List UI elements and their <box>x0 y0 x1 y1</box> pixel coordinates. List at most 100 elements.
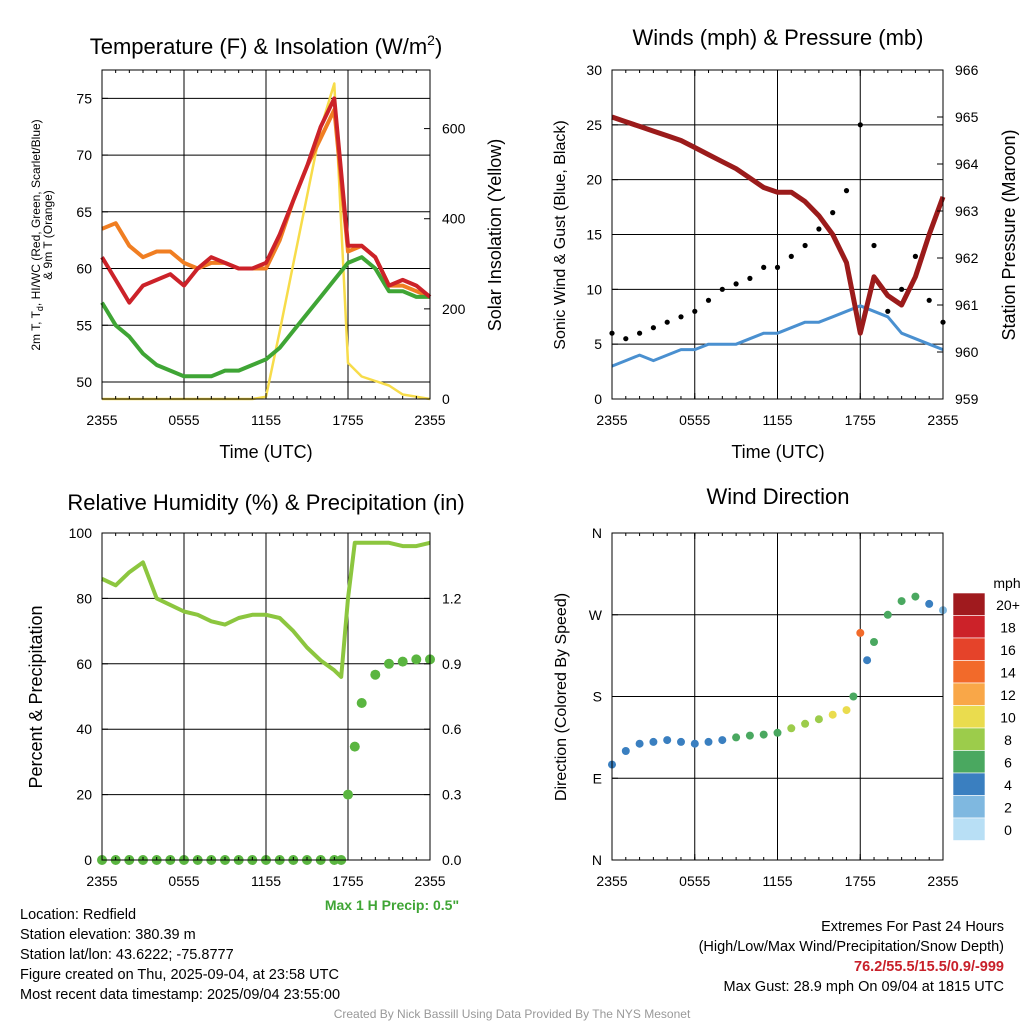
gust-point <box>788 253 794 259</box>
y2-tick-label: 0.6 <box>442 721 462 737</box>
winds-grid <box>612 69 943 400</box>
y2-tick-label: 0.3 <box>442 787 462 803</box>
direction-point <box>718 736 727 745</box>
colorbar-label: 0 <box>1004 822 1012 838</box>
colorbar-swatch <box>952 795 986 819</box>
direction-point <box>842 706 851 715</box>
y2-tick-label: 963 <box>955 203 979 219</box>
winds-panel: Winds (mph) & Pressure (mb) 2355 0555 1155… <box>552 25 1019 462</box>
direction-title: Wind Direction <box>706 484 849 509</box>
figure-created: Figure created on Thu, 2025-09-04, at 23… <box>20 967 339 983</box>
x-tick-label: 1755 <box>332 412 363 428</box>
colorbar-title: mph <box>993 575 1020 591</box>
gust-point <box>747 275 753 281</box>
y2-tick-label: 966 <box>955 62 979 78</box>
colorbar-swatch <box>952 660 986 684</box>
colorbar-swatch <box>952 637 986 661</box>
y-tick-label: 55 <box>76 317 92 333</box>
x-tick-label: 1155 <box>762 873 792 889</box>
y-tick-label: S <box>593 689 602 705</box>
winds-y-axis-label: Sonic Wind & Gust (Blue, Black) <box>552 120 569 349</box>
y-tick-label: 40 <box>76 721 92 737</box>
colorbar-swatch <box>952 817 986 841</box>
gust-point <box>637 330 643 336</box>
colorbar-swatch <box>952 750 986 774</box>
gust-point <box>650 325 657 331</box>
y-tick-label: N <box>592 852 602 868</box>
direction-point <box>745 731 754 740</box>
x-tick-label: 1155 <box>251 412 281 428</box>
direction-point <box>787 724 796 733</box>
gust-point <box>857 122 863 128</box>
gust-point <box>623 336 629 342</box>
humidity-axes: 2355 0555 1155 1755 2355 0 20 40 60 80 100 0.0 0.3 0.… <box>69 525 462 889</box>
gust-point <box>774 264 781 270</box>
colorbar-label: 12 <box>1000 687 1016 703</box>
precip-point <box>370 669 381 680</box>
series-line-station-pressure <box>611 114 946 336</box>
y-tick-label: 0 <box>594 391 602 407</box>
station-info: Location: Redfield Station elevation: 38… <box>20 905 340 1005</box>
station-location: Location: Redfield <box>20 907 137 923</box>
winds-axes: 2355 0555 1155 1755 2355 0 5 10 15 20 25 30 959 960 96… <box>586 62 978 428</box>
colorbar-label: 18 <box>1000 620 1016 636</box>
x-tick-label: 2355 <box>596 412 627 428</box>
colorbar-label: 8 <box>1004 732 1012 748</box>
direction-point <box>849 692 858 701</box>
direction-point <box>870 638 878 646</box>
gust-point <box>899 286 905 292</box>
direction-point <box>897 597 906 606</box>
gust-point <box>719 286 725 292</box>
gust-point <box>843 188 850 194</box>
x-tick-label: 0555 <box>168 873 199 889</box>
x-tick-label: 1755 <box>845 412 876 428</box>
temperature-x-axis-label: Time (UTC) <box>219 442 312 462</box>
gust-point <box>761 264 767 270</box>
precip-point <box>397 656 408 667</box>
x-tick-label: 2355 <box>86 412 117 428</box>
temperature-y2-axis-label: Solar Insolation (Yellow) <box>485 139 505 331</box>
x-tick-label: 2355 <box>927 412 958 428</box>
direction-point <box>690 739 699 748</box>
gust-point <box>802 242 808 249</box>
colorbar-swatch <box>952 615 986 639</box>
colorbar-swatch <box>952 705 986 729</box>
extremes-legend: (High/Low/Max Wind/Precipitation/Snow De… <box>698 939 1004 955</box>
max-gust: Max Gust: 28.9 mph On 09/04 at 1815 UTC <box>723 979 1004 995</box>
max-precip-label: Max 1 H Precip: 0.5" <box>325 897 459 913</box>
direction-axes: 2355 0555 1155 1755 2355 N E S W N <box>589 525 959 889</box>
y-tick-label: 20 <box>586 172 602 188</box>
direction-point <box>883 610 892 619</box>
y2-tick-label: 600 <box>442 121 466 137</box>
y2-tick-label: 0.0 <box>442 852 462 868</box>
gust-point <box>678 314 684 320</box>
y-tick-label: E <box>593 770 602 786</box>
y-tick-label: 30 <box>586 62 602 78</box>
y2-tick-label: 0 <box>442 391 450 407</box>
x-tick-label: 2355 <box>86 873 117 889</box>
y2-tick-label: 964 <box>955 156 979 172</box>
y2-tick-label: 961 <box>955 297 979 313</box>
y-tick-label: 70 <box>76 147 92 163</box>
y2-tick-label: 0.9 <box>442 656 462 672</box>
station-elevation: Station elevation: 380.39 m <box>20 927 196 943</box>
y2-tick-label: 400 <box>442 211 466 227</box>
y-tick-label: 15 <box>586 227 602 243</box>
y-tick-label: 80 <box>76 590 92 606</box>
series-line-relative-humidity <box>101 540 431 679</box>
direction-point <box>677 737 685 746</box>
direction-point <box>856 628 865 637</box>
direction-point <box>635 739 644 748</box>
x-tick-label: 2355 <box>414 412 445 428</box>
x-tick-label: 1755 <box>845 873 876 889</box>
direction-panel: Wind Direction 2355 0555 1155 1755 2355 N E S W N… <box>553 484 1021 889</box>
direction-point <box>801 719 810 728</box>
x-tick-label: 0555 <box>679 412 710 428</box>
y-tick-label: 60 <box>76 656 92 672</box>
temperature-panel: Temperature (F) & Insolation (W/m2) 2355… <box>29 32 505 462</box>
x-tick-label: 2355 <box>927 873 958 889</box>
series-line-td <box>100 255 430 379</box>
temperature-grid <box>102 70 430 399</box>
humidity-title: Relative Humidity (%) & Precipitation (i… <box>67 490 464 515</box>
winds-title: Winds (mph) & Pressure (mb) <box>633 25 924 50</box>
